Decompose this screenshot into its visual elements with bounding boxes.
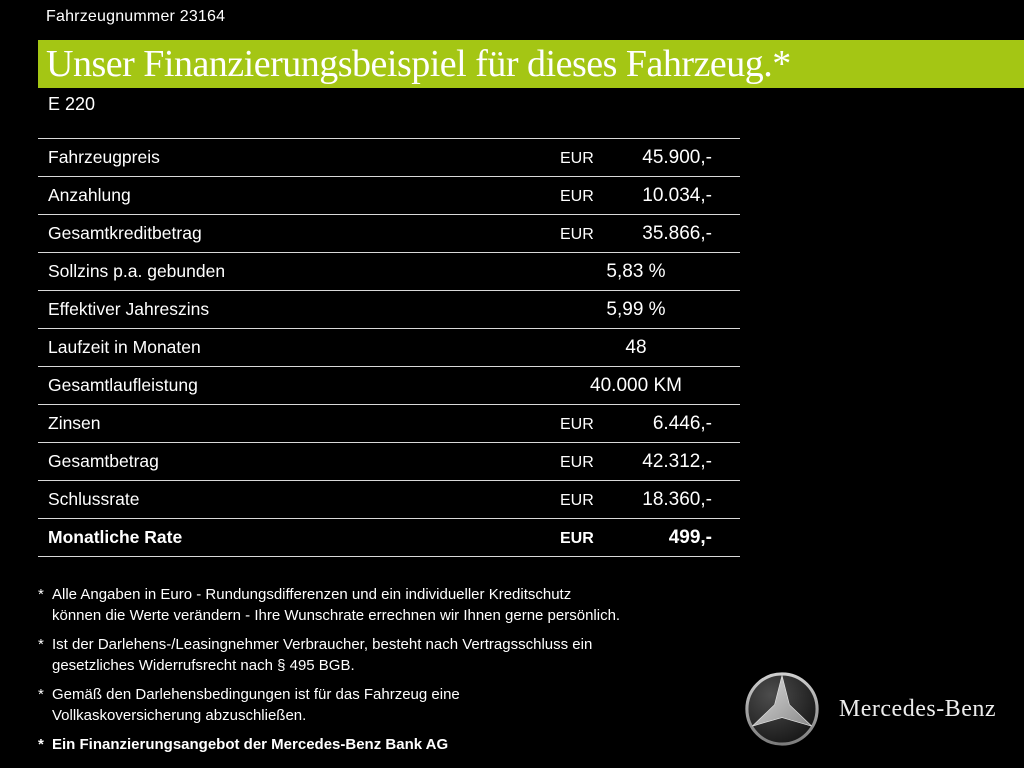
row-value: 42.312,-	[642, 450, 712, 472]
currency-label: EUR	[560, 187, 594, 205]
footnote-widerrufsrecht: * Ist der Darlehens-/Leasingnehmer Verbr…	[38, 634, 738, 676]
table-row-effektiver-jahreszins: Effektiver Jahreszins 5,99 %	[38, 291, 740, 329]
row-value-cell: EUR 35.866,-	[560, 223, 740, 245]
brand-area: Mercedes-Benz	[743, 670, 996, 748]
currency-label: EUR	[560, 453, 594, 471]
table-row-sollzins: Sollzins p.a. gebunden 5,83 %	[38, 253, 740, 291]
vehicle-model: E 220	[48, 94, 96, 114]
row-value-cell: EUR 6.446,-	[560, 413, 740, 435]
row-value: 48	[625, 336, 647, 358]
footnote-rounding: * Alle Angaben in Euro - Rundungsdiffere…	[38, 584, 738, 626]
row-label: Anzahlung	[48, 185, 131, 205]
row-value-cell: EUR 18.360,-	[560, 489, 740, 511]
row-label: Schlussrate	[48, 489, 140, 509]
title-banner: Unser Finanzierungsbeispiel für dieses F…	[38, 40, 1024, 88]
row-value: 499,-	[668, 526, 712, 548]
row-value-cell: EUR 499,-	[560, 527, 740, 549]
currency-label: EUR	[560, 529, 594, 547]
table-row-zinsen: Zinsen EUR 6.446,-	[38, 405, 740, 443]
table-row-monatliche-rate: Monatliche Rate EUR 499,-	[38, 519, 740, 557]
row-label: Sollzins p.a. gebunden	[48, 261, 226, 281]
footnote-bank: * Ein Finanzierungsangebot der Mercedes-…	[38, 734, 738, 755]
row-value: 40.000 KM	[590, 374, 682, 396]
table-row-laufzeit: Laufzeit in Monaten 48	[38, 329, 740, 367]
row-value-cell: EUR 42.312,-	[560, 451, 740, 473]
row-label: Laufzeit in Monaten	[48, 337, 201, 357]
row-value: 10.034,-	[642, 184, 712, 206]
mercedes-star-icon	[745, 672, 819, 746]
footnote-marker: *	[38, 736, 44, 753]
table-row-gesamtlaufleistung: Gesamtlaufleistung 40.000 KM	[38, 367, 740, 405]
page-title: Unser Finanzierungsbeispiel für dieses F…	[46, 43, 791, 85]
row-value: 35.866,-	[642, 222, 712, 244]
table-row-schlussrate: Schlussrate EUR 18.360,-	[38, 481, 740, 519]
currency-label: EUR	[560, 415, 594, 433]
row-label: Monatliche Rate	[48, 527, 183, 547]
row-value-cell: EUR 45.900,-	[560, 147, 740, 169]
row-label: Fahrzeugpreis	[48, 147, 160, 167]
footnote-text: Ein Finanzierungsangebot der Mercedes-Be…	[52, 736, 449, 753]
row-value-cell: 5,83 %	[560, 261, 740, 283]
row-value: 18.360,-	[642, 488, 712, 510]
footnote-marker: *	[38, 686, 44, 703]
footnote-marker: *	[38, 586, 44, 603]
footnote-vollkasko: * Gemäß den Darlehensbedingungen ist für…	[38, 684, 738, 726]
row-value-cell: EUR 10.034,-	[560, 185, 740, 207]
row-label: Effektiver Jahreszins	[48, 299, 210, 319]
row-label: Gesamtbetrag	[48, 451, 159, 471]
row-value: 5,83 %	[606, 260, 666, 282]
finance-table: Fahrzeugpreis EUR 45.900,- Anzahlung EUR…	[38, 138, 740, 557]
table-row-gesamtkreditbetrag: Gesamtkreditbetrag EUR 35.866,-	[38, 215, 740, 253]
brand-wordmark: Mercedes-Benz	[838, 695, 996, 722]
table-row-fahrzeugpreis: Fahrzeugpreis EUR 45.900,-	[38, 139, 740, 177]
footnote-text: Gemäß den Darlehensbedingungen ist für d…	[52, 686, 460, 724]
table-row-gesamtbetrag: Gesamtbetrag EUR 42.312,-	[38, 443, 740, 481]
table-row-anzahlung: Anzahlung EUR 10.034,-	[38, 177, 740, 215]
footnote-marker: *	[38, 636, 44, 653]
row-label: Zinsen	[48, 413, 101, 433]
row-value-cell: 40.000 KM	[560, 375, 740, 397]
row-value: 6.446,-	[652, 412, 712, 434]
currency-label: EUR	[560, 491, 594, 509]
row-value: 45.900,-	[642, 146, 712, 168]
row-label: Gesamtkreditbetrag	[48, 223, 202, 243]
row-value-cell: 5,99 %	[560, 299, 740, 321]
row-value: 5,99 %	[606, 298, 666, 320]
row-label: Gesamtlaufleistung	[48, 375, 198, 395]
currency-label: EUR	[560, 225, 594, 243]
footnote-text: Alle Angaben in Euro - Rundungsdifferenz…	[52, 586, 621, 624]
footnote-text: Ist der Darlehens-/Leasingnehmer Verbrau…	[52, 636, 593, 674]
row-value-cell: 48	[560, 337, 740, 359]
vehicle-number: Fahrzeugnummer 23164	[46, 8, 226, 25]
footnotes: * Alle Angaben in Euro - Rundungsdiffere…	[38, 584, 738, 763]
currency-label: EUR	[560, 149, 594, 167]
